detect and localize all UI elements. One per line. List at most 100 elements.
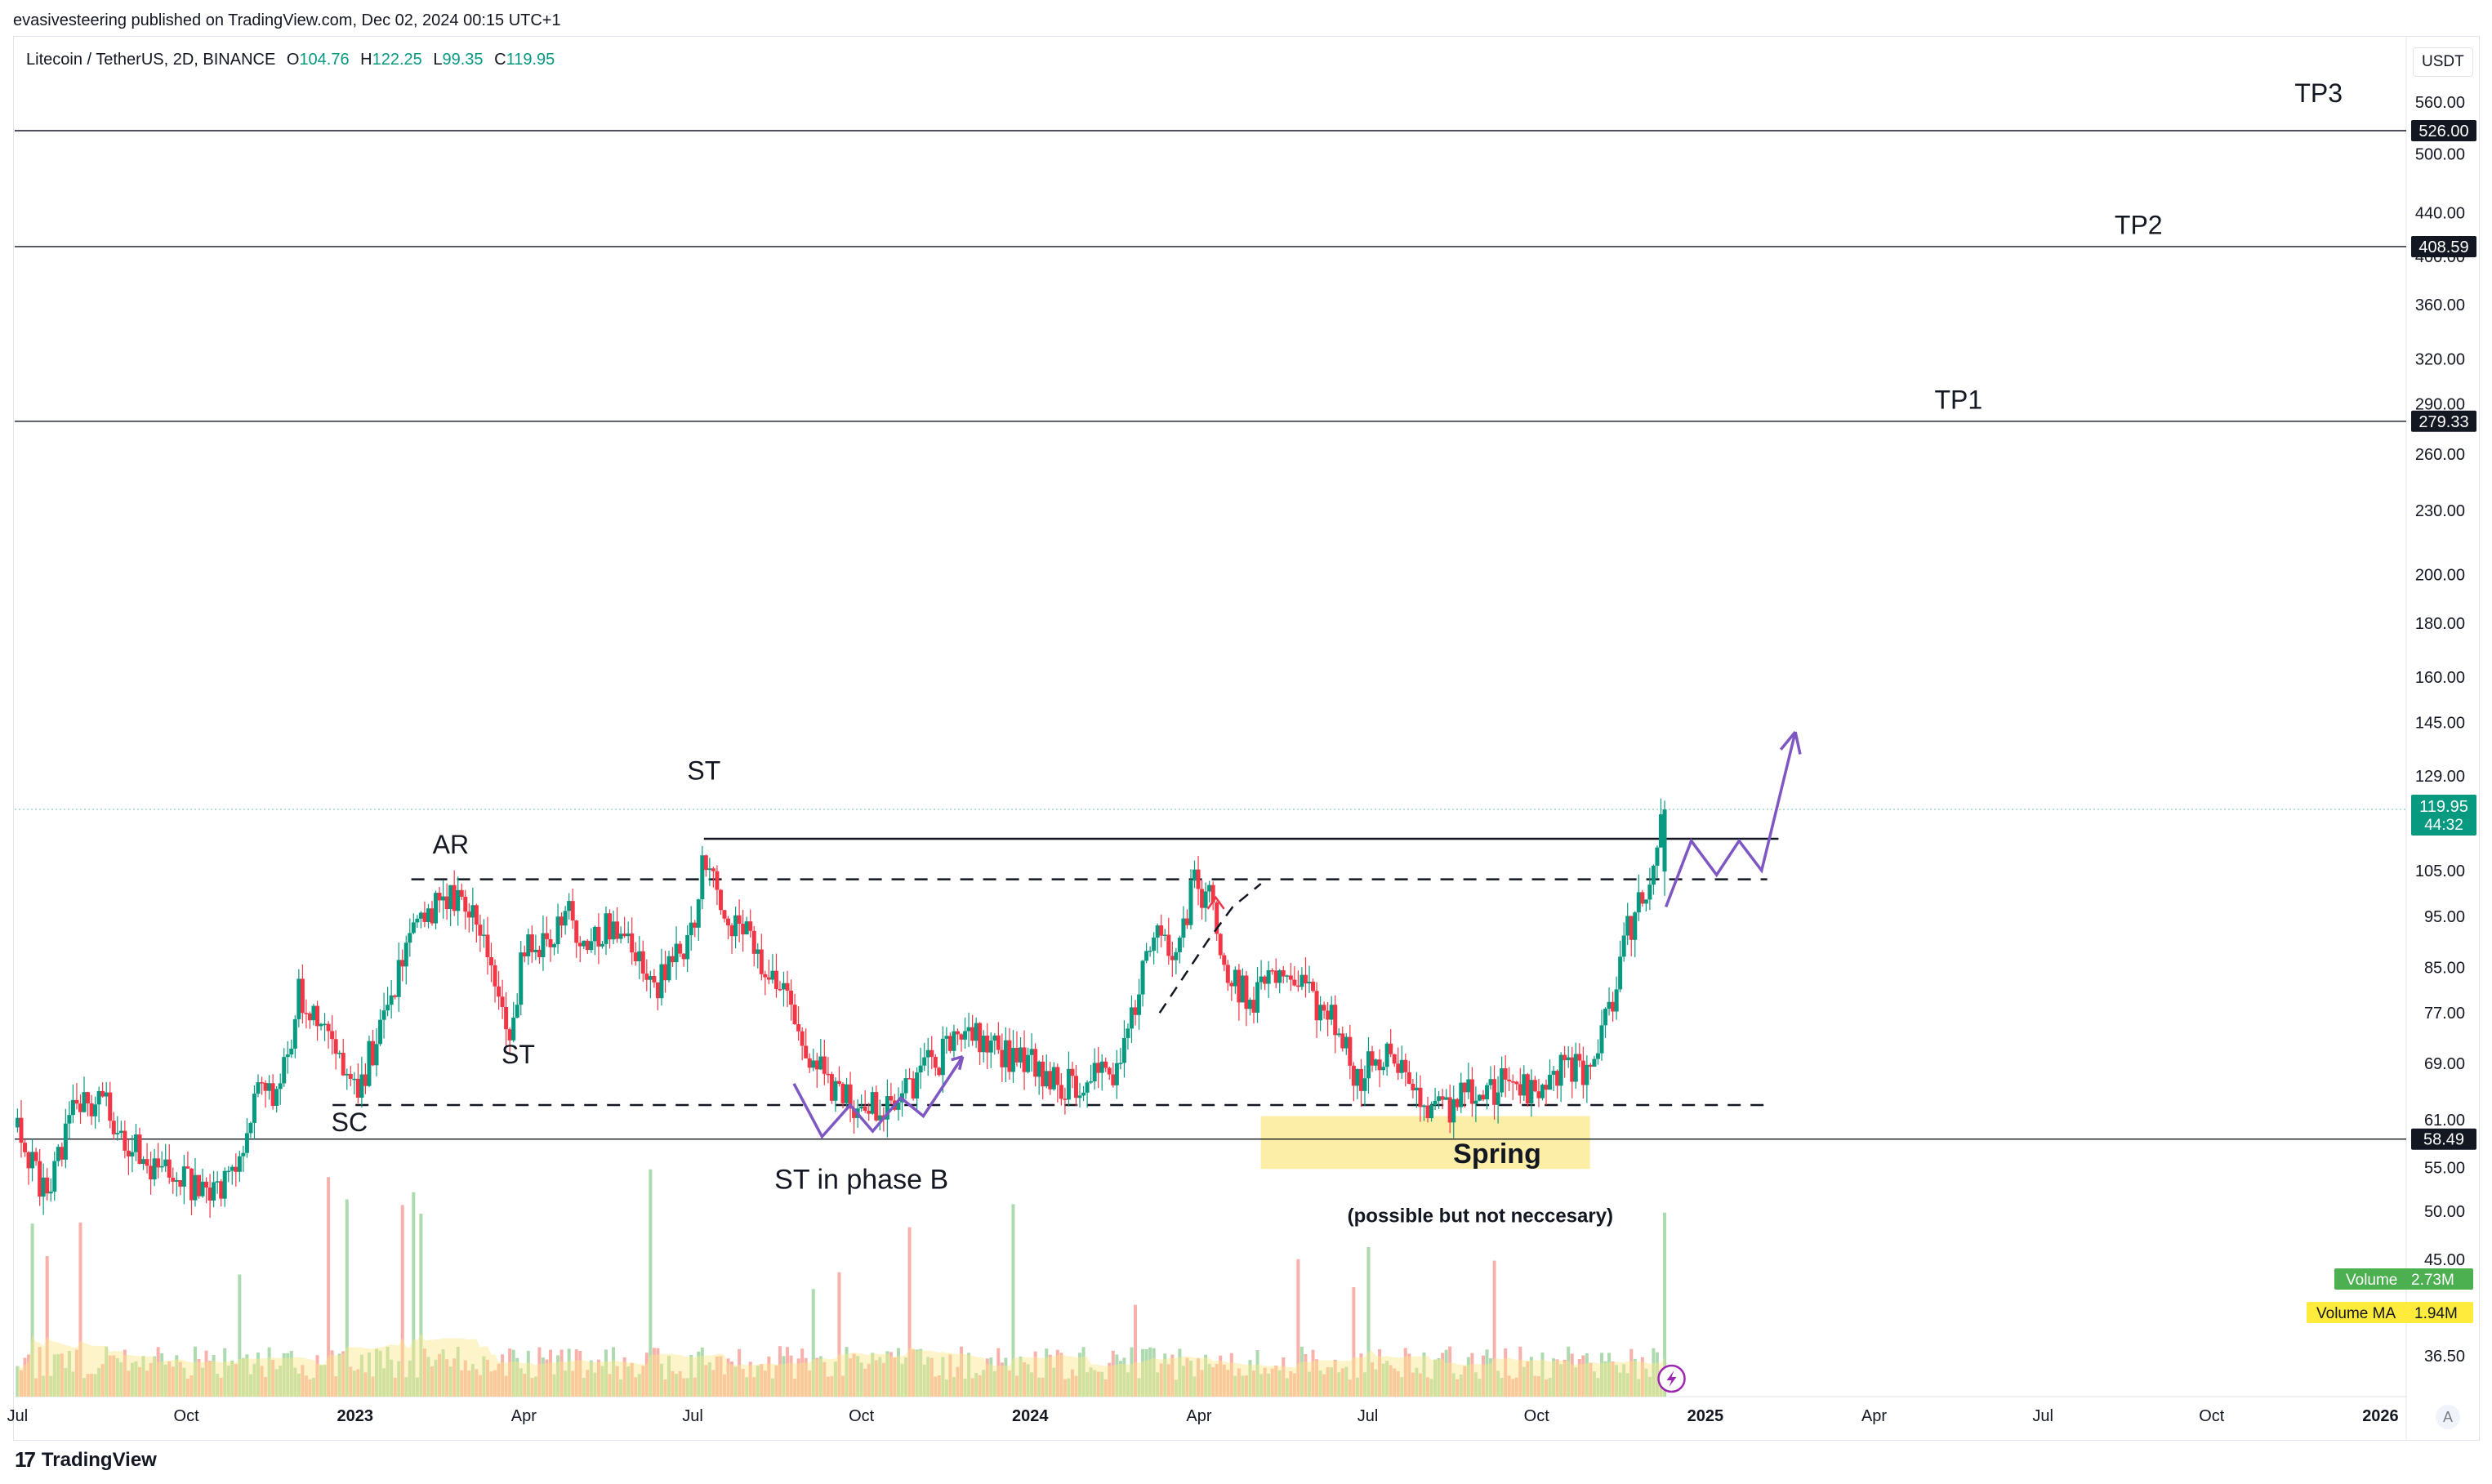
candle-body: [108, 1092, 113, 1121]
candle-body: [696, 899, 701, 928]
volume-bar: [948, 1354, 952, 1397]
price-tick-label: 290.00: [2415, 396, 2465, 414]
candle-body: [1510, 1081, 1515, 1083]
candle-body: [981, 1036, 986, 1053]
candle-body: [378, 1019, 383, 1045]
candle-body: [448, 885, 453, 910]
volume-bar: [1322, 1374, 1326, 1397]
candle-body: [741, 924, 746, 935]
candle-body: [1288, 975, 1293, 980]
volume-bar: [485, 1359, 489, 1397]
volume-bar: [659, 1363, 663, 1397]
candle-body: [267, 1083, 272, 1091]
volume-bar: [822, 1361, 827, 1397]
volume-bar: [163, 1364, 167, 1397]
volume-bar: [112, 1355, 116, 1397]
volume-bar: [1647, 1376, 1652, 1397]
price-tick-label: 50.00: [2424, 1203, 2465, 1221]
volume-bar: [226, 1366, 230, 1397]
candle-body: [1103, 1061, 1108, 1068]
candle-body: [386, 1005, 390, 1011]
volume-bar: [378, 1350, 382, 1397]
volume-bar: [1344, 1366, 1349, 1397]
volume-bar: [730, 1361, 734, 1397]
volume-bar: [327, 1177, 331, 1397]
candle-body: [1048, 1071, 1053, 1090]
volume-bar: [963, 1378, 967, 1397]
candle-body: [1595, 1053, 1600, 1059]
candle-body: [1333, 1005, 1338, 1036]
candle-body: [212, 1182, 216, 1201]
volume-bar: [363, 1372, 368, 1397]
symbol-name[interactable]: Litecoin / TetherUS, 2D, BINANCE: [26, 51, 276, 69]
volume-bar: [296, 1373, 301, 1397]
candle-body: [1137, 994, 1142, 1015]
annotation-label: ST in phase B: [774, 1164, 948, 1195]
candle-body: [722, 910, 727, 919]
chart-frame: [13, 36, 2480, 1441]
candle-body: [541, 933, 546, 957]
volume-bar: [178, 1361, 182, 1397]
volume-bar: [574, 1349, 578, 1397]
volume-bar: [778, 1346, 782, 1397]
time-tick-label: Apr: [511, 1407, 537, 1425]
candle-body: [1162, 934, 1167, 936]
volume-bar: [852, 1353, 856, 1397]
volume-bar: [1233, 1375, 1237, 1397]
volume-bar: [1252, 1370, 1256, 1397]
volume-bar: [1204, 1354, 1208, 1397]
auto-scale-button[interactable]: A: [2436, 1405, 2460, 1429]
volume-bar: [119, 1362, 123, 1397]
volume-bar: [1540, 1353, 1545, 1397]
symbol-legend[interactable]: Litecoin / TetherUS, 2D, BINANCE O104.76…: [26, 51, 555, 69]
volume-bar: [1156, 1372, 1160, 1397]
volume-bar: [216, 1373, 220, 1397]
volume-bar: [1063, 1379, 1067, 1397]
volume-bar: [1415, 1367, 1419, 1397]
candle-body: [959, 1034, 964, 1040]
price-tick-label: 55.00: [2424, 1159, 2465, 1177]
volume-bar: [1555, 1359, 1559, 1397]
candle-body: [426, 908, 430, 922]
currency-button[interactable]: USDT: [2413, 47, 2473, 77]
candle-body: [1466, 1079, 1471, 1093]
volume-bar: [475, 1369, 479, 1397]
volume-bar: [1526, 1361, 1530, 1397]
volume-bar: [952, 1376, 956, 1397]
candle-body: [434, 893, 439, 924]
volume-bar: [352, 1370, 356, 1397]
candle-body: [1092, 1063, 1097, 1082]
volume-bar: [1211, 1367, 1215, 1397]
volume-value: 2.73M: [2411, 1272, 2454, 1289]
candle-body: [1636, 892, 1641, 913]
candle-body: [711, 868, 716, 871]
candle-body: [381, 1010, 386, 1020]
volume-bar: [197, 1358, 201, 1397]
volume-bar: [115, 1358, 119, 1397]
candle-body: [751, 930, 756, 954]
candle-body: [1203, 891, 1208, 908]
price-tick-label: 320.00: [2415, 350, 2465, 368]
volume-bar: [1296, 1259, 1300, 1397]
volume-bar: [1304, 1353, 1308, 1397]
volume-bar: [671, 1370, 675, 1397]
candle-body: [804, 1045, 809, 1058]
volume-bar: [915, 1349, 919, 1397]
volume-bar: [571, 1370, 575, 1397]
candle-body: [1643, 899, 1648, 904]
candle-body: [689, 922, 693, 935]
price-tick-label: 200.00: [2415, 567, 2465, 585]
annotation-label: ST: [687, 755, 720, 785]
time-tick-label: Jul: [7, 1407, 29, 1425]
tradingview-logo[interactable]: 17 TradingView: [15, 1447, 157, 1473]
level-label-TP3: 526.00: [2418, 123, 2468, 140]
volume-bar: [826, 1376, 830, 1397]
volume-bar: [711, 1370, 716, 1397]
volume-bar: [234, 1364, 238, 1397]
annotation-label: TP1: [1934, 385, 1982, 415]
candle-body: [1618, 956, 1623, 990]
volume-bar: [1533, 1375, 1537, 1397]
open-value: 104.76: [299, 51, 350, 69]
candle-body: [333, 1039, 338, 1054]
